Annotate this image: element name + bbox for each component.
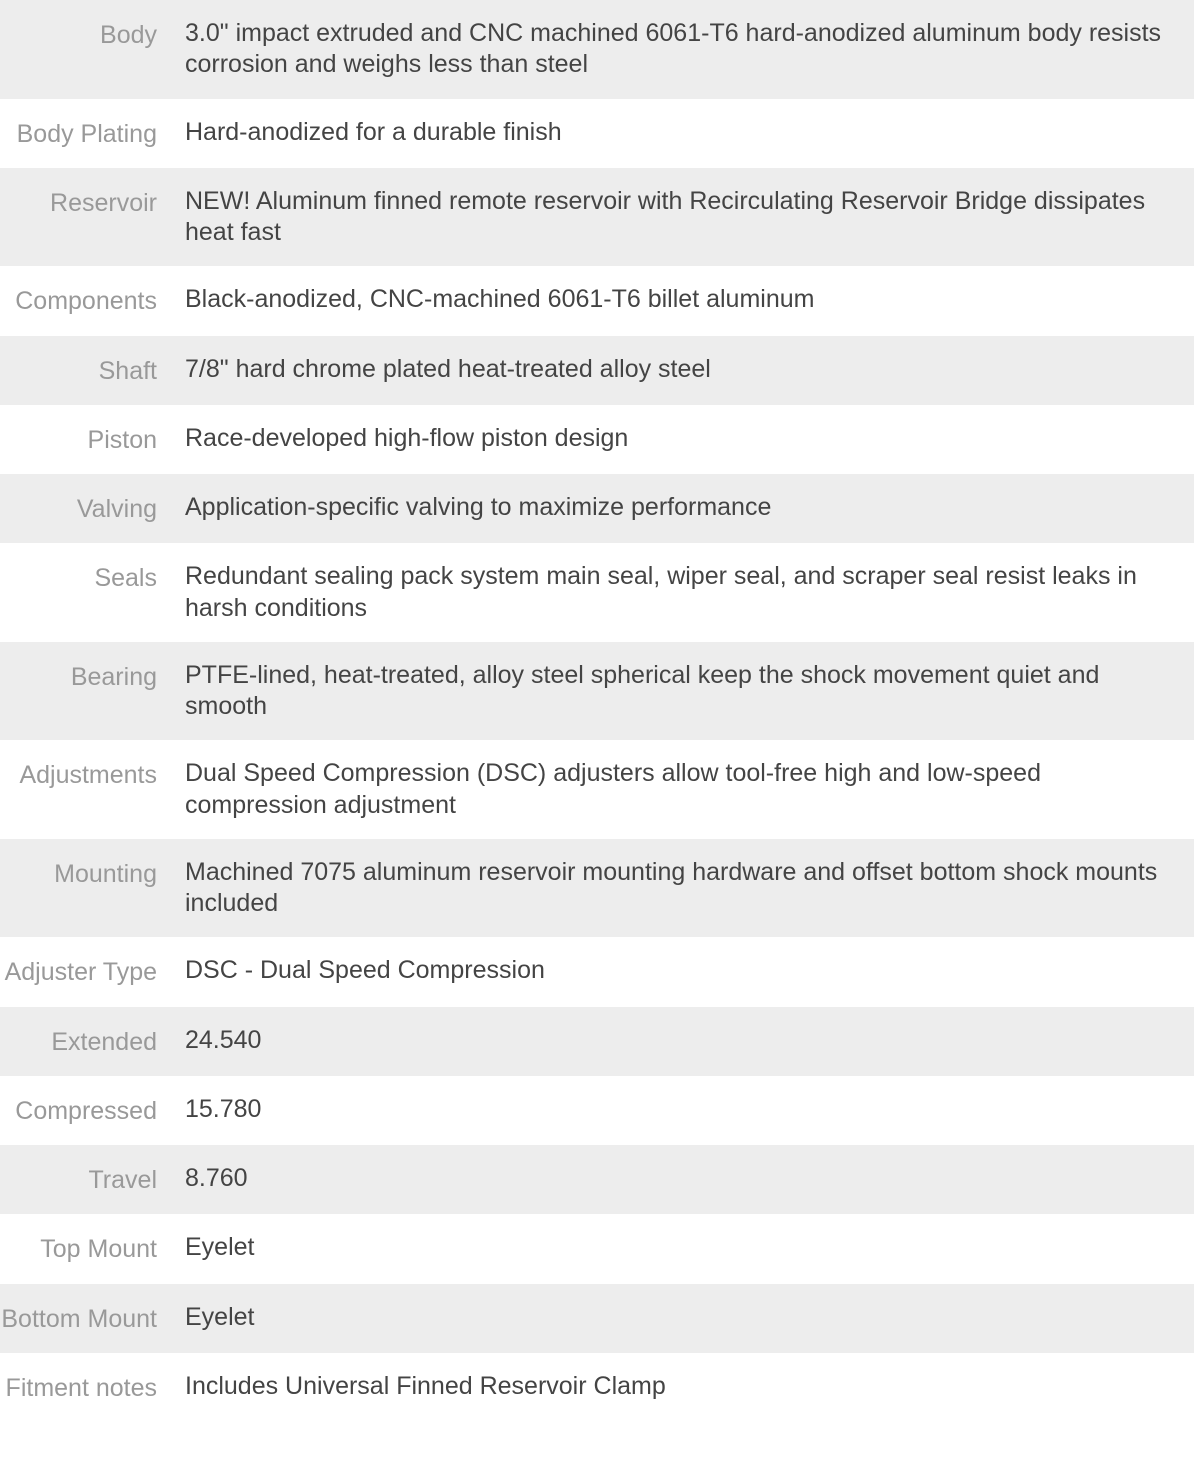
table-row: Extended24.540 <box>0 1007 1194 1076</box>
spec-label: Seals <box>0 561 185 594</box>
spec-label: Body <box>0 18 185 51</box>
table-row: Bottom MountEyelet <box>0 1284 1194 1353</box>
spec-value: Application-specific valving to maximize… <box>185 492 1194 523</box>
spec-value: Eyelet <box>185 1232 1194 1263</box>
spec-value: Hard-anodized for a durable finish <box>185 117 1194 148</box>
spec-label: Components <box>0 284 185 317</box>
table-row: PistonRace-developed high-flow piston de… <box>0 405 1194 474</box>
table-row: ReservoirNEW! Aluminum finned remote res… <box>0 168 1194 267</box>
spec-value: Machined 7075 aluminum reservoir mountin… <box>185 857 1194 920</box>
spec-value: 3.0" impact extruded and CNC machined 60… <box>185 18 1194 81</box>
spec-label: Fitment notes <box>0 1371 185 1404</box>
spec-label: Bearing <box>0 660 185 693</box>
table-row: ValvingApplication-specific valving to m… <box>0 474 1194 543</box>
spec-value: 24.540 <box>185 1025 1194 1056</box>
spec-label: Piston <box>0 423 185 456</box>
spec-table: Body3.0" impact extruded and CNC machine… <box>0 0 1194 1422</box>
table-row: Compressed15.780 <box>0 1076 1194 1145</box>
spec-value: NEW! Aluminum finned remote reservoir wi… <box>185 186 1194 249</box>
spec-label: Mounting <box>0 857 185 890</box>
spec-value: Dual Speed Compression (DSC) adjusters a… <box>185 758 1194 821</box>
table-row: MountingMachined 7075 aluminum reservoir… <box>0 839 1194 938</box>
spec-label: Bottom Mount <box>0 1302 185 1335</box>
table-row: Fitment notesIncludes Universal Finned R… <box>0 1353 1194 1422</box>
spec-label: Extended <box>0 1025 185 1058</box>
table-row: Adjuster TypeDSC - Dual Speed Compressio… <box>0 937 1194 1006</box>
spec-label: Compressed <box>0 1094 185 1127</box>
table-row: Top MountEyelet <box>0 1214 1194 1283</box>
spec-value: Eyelet <box>185 1302 1194 1333</box>
table-row: AdjustmentsDual Speed Compression (DSC) … <box>0 740 1194 839</box>
spec-label: Top Mount <box>0 1232 185 1265</box>
spec-label: Adjuster Type <box>0 955 185 988</box>
table-row: Body PlatingHard-anodized for a durable … <box>0 99 1194 168</box>
table-row: Travel8.760 <box>0 1145 1194 1214</box>
table-row: Shaft7/8" hard chrome plated heat-treate… <box>0 336 1194 405</box>
spec-value: DSC - Dual Speed Compression <box>185 955 1194 986</box>
spec-value: Black-anodized, CNC-machined 6061-T6 bil… <box>185 284 1194 315</box>
spec-label: Body Plating <box>0 117 185 150</box>
spec-value: 8.760 <box>185 1163 1194 1194</box>
spec-value: Race-developed high-flow piston design <box>185 423 1194 454</box>
spec-label: Reservoir <box>0 186 185 219</box>
spec-value: Includes Universal Finned Reservoir Clam… <box>185 1371 1194 1402</box>
spec-label: Adjustments <box>0 758 185 791</box>
table-row: SealsRedundant sealing pack system main … <box>0 543 1194 642</box>
spec-label: Valving <box>0 492 185 525</box>
spec-label: Shaft <box>0 354 185 387</box>
spec-value: Redundant sealing pack system main seal,… <box>185 561 1194 624</box>
spec-value: PTFE-lined, heat-treated, alloy steel sp… <box>185 660 1194 723</box>
table-row: Body3.0" impact extruded and CNC machine… <box>0 0 1194 99</box>
table-row: BearingPTFE-lined, heat-treated, alloy s… <box>0 642 1194 741</box>
table-row: ComponentsBlack-anodized, CNC-machined 6… <box>0 266 1194 335</box>
spec-label: Travel <box>0 1163 185 1196</box>
spec-value: 15.780 <box>185 1094 1194 1125</box>
spec-value: 7/8" hard chrome plated heat-treated all… <box>185 354 1194 385</box>
